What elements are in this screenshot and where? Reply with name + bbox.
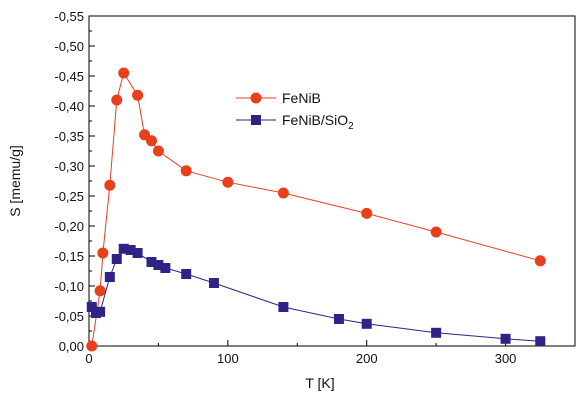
plot-frame	[88, 15, 576, 347]
legend-marker	[251, 115, 261, 125]
data-point	[125, 245, 136, 255]
data-point	[145, 135, 157, 147]
data-point	[222, 176, 234, 188]
data-point	[152, 145, 164, 157]
series-0	[86, 67, 546, 352]
y-tick-label: -0,20	[54, 219, 84, 234]
y-tick-label: -0,10	[54, 279, 84, 294]
legend-label: FeNiB	[282, 90, 321, 106]
y-tick-label: -0,40	[54, 99, 84, 114]
x-tick-label: 200	[356, 351, 378, 366]
x-tick-label: 0	[85, 351, 92, 366]
data-point	[86, 340, 98, 352]
y-tick-label: 0,00	[59, 339, 84, 354]
data-point	[535, 336, 546, 347]
data-point	[534, 255, 546, 267]
legend-marker	[250, 92, 262, 104]
y-tick-label: -0,50	[54, 39, 84, 54]
data-point	[132, 89, 144, 101]
y-tick-label: -0,30	[54, 159, 84, 174]
x-tick-label: 300	[495, 351, 517, 366]
data-point	[277, 187, 289, 199]
data-point	[118, 243, 129, 254]
y-tick-label: -0,35	[54, 129, 84, 144]
data-point	[430, 226, 442, 238]
data-point	[278, 302, 289, 312]
y-axis-title: S [memu/g]	[7, 145, 23, 217]
data-point	[160, 263, 171, 273]
data-point	[97, 247, 109, 259]
data-point	[153, 260, 164, 270]
data-point	[146, 257, 157, 267]
data-point	[208, 278, 219, 288]
data-point	[361, 207, 373, 219]
data-point	[333, 314, 344, 324]
legend-item: FeNiB	[236, 90, 321, 106]
data-point	[431, 327, 442, 338]
x-axis-ticks: 0 100 200 300	[85, 340, 576, 366]
x-axis-title: T [K]	[305, 375, 334, 391]
data-point	[118, 67, 130, 79]
y-tick-label: -0,05	[54, 309, 84, 324]
y-tick-label: -0,45	[54, 69, 84, 84]
data-point	[111, 254, 122, 264]
series-layer	[86, 67, 546, 352]
y-tick-label: -0,15	[54, 249, 84, 264]
data-point	[361, 318, 372, 329]
y-tick-label: -0,25	[54, 189, 84, 204]
data-point	[104, 179, 116, 191]
data-point	[94, 285, 106, 297]
legend-item: FeNiB/SiO2	[236, 112, 354, 132]
series-1	[86, 243, 546, 347]
y-tick-label: -0,55	[54, 9, 84, 24]
y-axis-ticks: 0,00 -0,05 -0,10 -0,15 -0,20 -0,25 -0,30 -0,35 -…	[54, 9, 95, 354]
data-point	[86, 302, 97, 312]
legend: FeNiB FeNiB/SiO2	[236, 90, 354, 132]
data-point	[181, 269, 192, 279]
data-point	[132, 248, 143, 258]
legend-label: FeNiB/SiO2	[282, 112, 354, 132]
data-point	[500, 333, 511, 344]
data-point	[104, 272, 115, 282]
data-point	[180, 165, 192, 177]
x-tick-label: 100	[217, 351, 239, 366]
data-point	[111, 94, 123, 106]
data-point	[95, 306, 106, 317]
